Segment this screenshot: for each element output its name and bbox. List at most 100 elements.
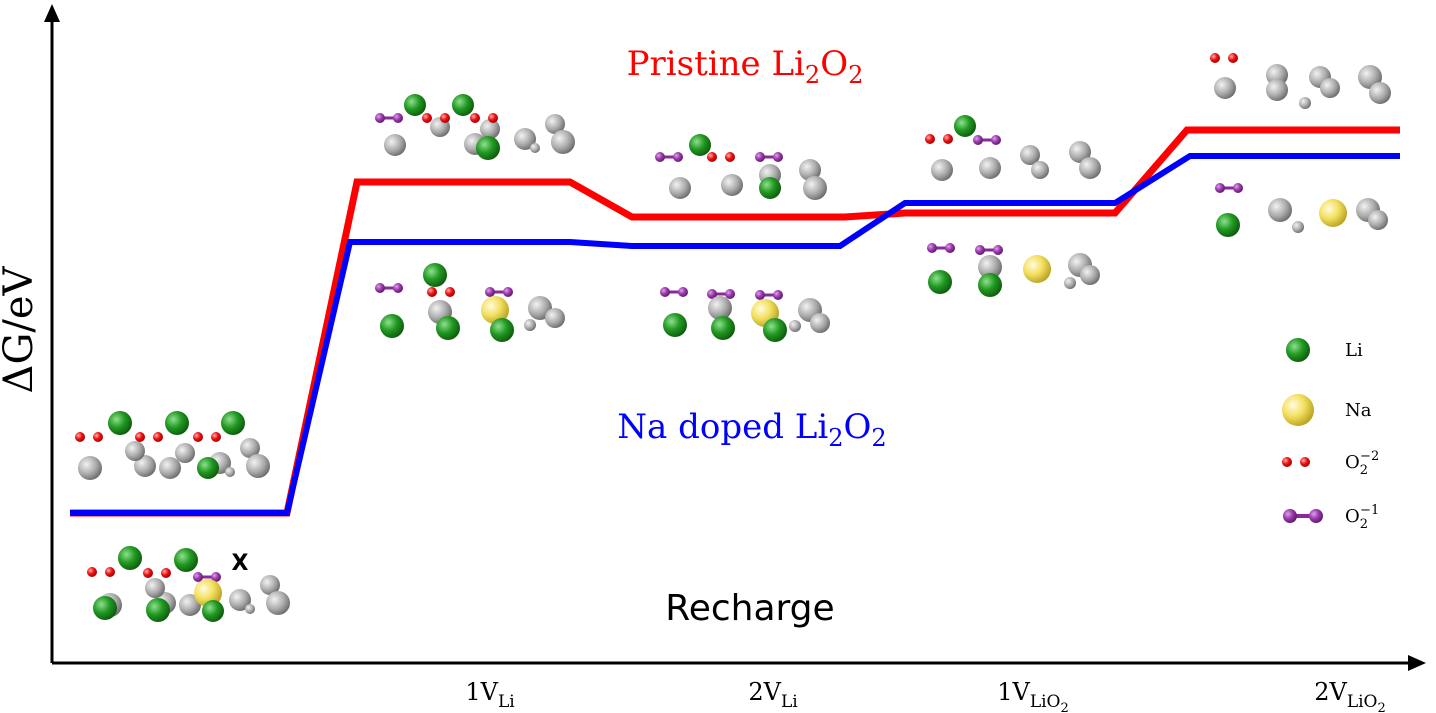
atom	[229, 589, 251, 611]
atom	[1064, 277, 1076, 289]
atom	[78, 456, 102, 480]
legend-label-part: O	[1345, 452, 1360, 473]
atom	[1020, 145, 1040, 165]
atom	[393, 283, 403, 293]
atom	[530, 143, 540, 153]
atom	[221, 411, 245, 435]
atom	[225, 467, 235, 477]
atom	[545, 114, 565, 134]
atom	[707, 289, 717, 299]
marker: X	[232, 551, 249, 576]
legend-label-part: −1	[1360, 503, 1379, 518]
step-label-part: 1V	[465, 678, 498, 706]
atom	[759, 177, 781, 199]
y-axis-arrow	[44, 4, 60, 22]
atom	[755, 152, 765, 162]
atom	[422, 113, 432, 123]
atom	[165, 411, 189, 435]
atom	[105, 567, 115, 577]
atom	[175, 443, 195, 463]
atom	[1210, 53, 1220, 63]
step-label-part: LiO	[1347, 692, 1378, 712]
atom	[135, 432, 145, 442]
atom	[125, 441, 145, 461]
atom	[1228, 53, 1238, 63]
atom	[721, 174, 743, 196]
y-axis-label: ΔG/eV	[0, 265, 42, 393]
atom	[799, 159, 821, 181]
atom	[436, 316, 460, 340]
step-label: 2VLi	[748, 678, 798, 712]
atom	[725, 289, 735, 299]
atom	[134, 455, 156, 477]
atom	[978, 273, 1002, 297]
atom	[1023, 255, 1051, 283]
series-name-part: 2	[848, 61, 863, 89]
pristine-profile	[70, 126, 1400, 517]
atom	[1320, 78, 1340, 98]
atom	[503, 287, 513, 297]
atom	[211, 572, 221, 582]
legend-label: Na	[1345, 400, 1372, 421]
series-name-part: Pristine Li	[627, 44, 805, 84]
atom	[773, 290, 783, 300]
atom	[260, 575, 280, 595]
atom	[240, 438, 260, 458]
atom	[514, 128, 536, 150]
atom	[975, 245, 985, 255]
step-label: 1VLiO2	[997, 678, 1069, 713]
atom	[194, 579, 222, 607]
atom	[1369, 82, 1391, 104]
legend-label-part: 2	[1360, 517, 1368, 532]
atom	[1215, 183, 1225, 193]
atom	[480, 119, 500, 139]
atom	[159, 457, 181, 479]
atom	[979, 157, 1001, 179]
atom	[246, 454, 270, 478]
atom	[404, 94, 426, 116]
series-name-part: 2	[828, 424, 843, 452]
atom	[1286, 338, 1310, 362]
atom	[524, 319, 536, 331]
atom	[211, 432, 221, 442]
series-name-part: Na doped Li	[617, 407, 828, 447]
step-label: 2VLiO2	[1314, 678, 1386, 713]
atom	[1283, 509, 1297, 523]
atom	[810, 313, 830, 333]
series-name-part: O	[820, 44, 848, 84]
atom	[1368, 210, 1388, 230]
atom	[1292, 221, 1304, 233]
atom	[993, 245, 1003, 255]
atom	[678, 287, 688, 297]
step-label-part: 2V	[748, 678, 781, 706]
legend-label: Li	[1345, 340, 1363, 361]
atom	[375, 113, 385, 123]
atom	[1031, 161, 1049, 179]
atom	[193, 572, 203, 582]
atom	[375, 283, 385, 293]
atom	[1309, 509, 1323, 523]
atom	[476, 136, 500, 160]
atom	[1300, 457, 1310, 467]
atom	[393, 113, 403, 123]
atom	[927, 243, 937, 253]
atom	[143, 568, 153, 578]
legend-label: O2−1	[1345, 503, 1379, 532]
atom	[1282, 457, 1292, 467]
step-label-part: Li	[498, 692, 515, 712]
atom	[660, 287, 670, 297]
atom	[427, 287, 437, 297]
atom	[380, 314, 404, 338]
atom	[490, 318, 514, 342]
atom	[1069, 141, 1091, 163]
atom	[423, 263, 447, 287]
atom	[551, 130, 575, 154]
legend-label-part: −2	[1360, 449, 1379, 464]
step-label-part: 2V	[1314, 678, 1347, 706]
atom	[108, 411, 132, 435]
atom	[481, 296, 509, 324]
atom	[707, 152, 717, 162]
atom	[93, 432, 103, 442]
atom	[1233, 183, 1243, 193]
